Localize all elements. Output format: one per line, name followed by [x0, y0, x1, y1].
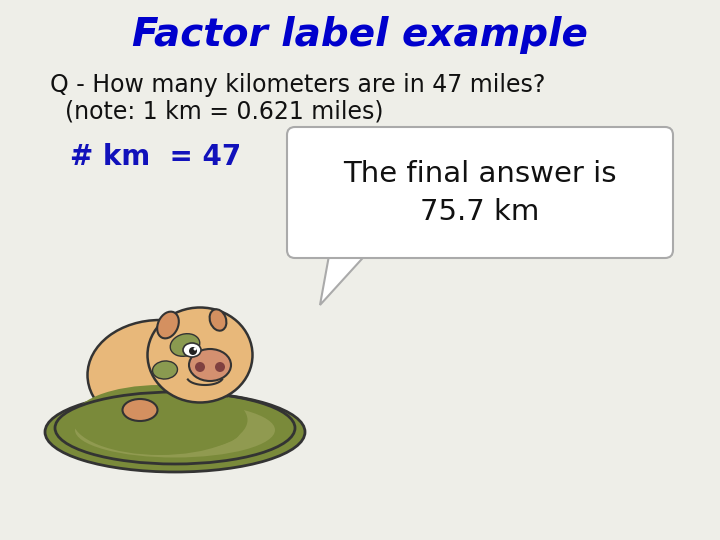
Text: 0.621: 0.621	[332, 166, 420, 194]
Ellipse shape	[100, 413, 240, 451]
Ellipse shape	[189, 349, 231, 381]
Ellipse shape	[170, 334, 199, 356]
Ellipse shape	[148, 307, 253, 402]
Ellipse shape	[75, 402, 275, 457]
Ellipse shape	[210, 309, 226, 330]
Text: 1 km: 1 km	[330, 143, 406, 171]
Circle shape	[189, 347, 197, 355]
Circle shape	[215, 362, 225, 372]
Polygon shape	[330, 238, 370, 249]
Polygon shape	[320, 250, 370, 305]
Ellipse shape	[73, 385, 248, 455]
Ellipse shape	[183, 343, 201, 357]
Text: Q - How many kilometers are in 47 miles?: Q - How many kilometers are in 47 miles?	[50, 73, 545, 97]
Text: 75.7 km: 75.7 km	[420, 199, 540, 226]
Text: x: x	[290, 143, 308, 171]
Ellipse shape	[153, 361, 177, 379]
FancyBboxPatch shape	[287, 127, 673, 258]
Circle shape	[194, 348, 197, 350]
Text: Factor label example: Factor label example	[132, 16, 588, 54]
Ellipse shape	[199, 356, 221, 374]
Text: The final answer is: The final answer is	[343, 160, 617, 188]
Ellipse shape	[45, 392, 305, 472]
Circle shape	[195, 362, 205, 372]
Ellipse shape	[88, 320, 233, 430]
Ellipse shape	[157, 312, 179, 339]
Ellipse shape	[122, 399, 158, 421]
Text: = 75.7 km: = 75.7 km	[420, 143, 579, 171]
Text: # km  = 47: # km = 47	[70, 143, 241, 171]
Text: (note: 1 km = 0.621 miles): (note: 1 km = 0.621 miles)	[65, 100, 384, 124]
